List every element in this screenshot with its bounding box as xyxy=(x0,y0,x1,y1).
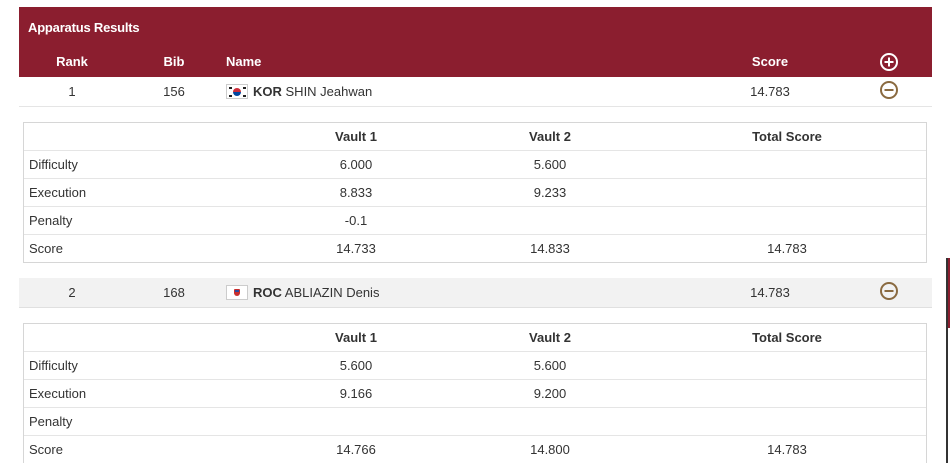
detail-header-row: Vault 1 Vault 2 Total Score xyxy=(24,324,926,352)
detail-row-penalty: Penalty xyxy=(24,408,926,436)
detail-row-difficulty: Difficulty 6.000 5.600 xyxy=(24,151,926,179)
column-headers: Rank Bib Name Score xyxy=(19,53,932,75)
detail-vault1-value: 9.166 xyxy=(339,386,373,401)
spacer xyxy=(19,263,932,278)
detail-vault2-value: 5.600 xyxy=(533,157,567,172)
athlete-row[interactable]: 1 156 KOR SHIN Jeahwan 14.783 xyxy=(19,77,932,107)
detail-row-score: Score 14.766 14.800 14.783 xyxy=(24,436,926,463)
detail-vault2-value: 9.233 xyxy=(533,185,567,200)
detail-vault2-value: 14.833 xyxy=(530,241,570,256)
column-header-name: Name xyxy=(226,54,262,69)
athlete-bib: 156 xyxy=(163,84,185,99)
detail-row-execution: Execution 9.166 9.200 xyxy=(24,380,926,408)
athlete-name: ABLIAZIN Denis xyxy=(284,285,380,300)
detail-row-label: Execution xyxy=(29,185,87,200)
minus-circle-icon[interactable] xyxy=(880,81,898,99)
roc-flag-icon xyxy=(226,285,248,300)
detail-vault1-value: 8.833 xyxy=(339,185,373,200)
minus-circle-icon[interactable] xyxy=(880,282,898,300)
detail-header-vault2: Vault 2 xyxy=(529,330,571,345)
column-header-rank: Rank xyxy=(56,54,88,69)
athlete-name-cell: KOR SHIN Jeahwan xyxy=(226,84,372,99)
detail-row-label: Execution xyxy=(29,386,87,401)
vault-detail-table: Vault 1 Vault 2 Total Score Difficulty 5… xyxy=(23,323,927,463)
athlete-bib: 168 xyxy=(163,285,185,300)
athlete-rank: 1 xyxy=(68,84,76,99)
athlete-row[interactable]: 2 168 ROC ABLIAZIN Denis 14.783 xyxy=(19,278,932,308)
detail-row-label: Difficulty xyxy=(29,358,78,373)
detail-header-vault1: Vault 1 xyxy=(335,330,377,345)
detail-row-label: Score xyxy=(29,442,63,457)
athlete-score: 14.783 xyxy=(750,84,790,99)
detail-row-score: Score 14.733 14.833 14.783 xyxy=(24,235,926,262)
collapse-button[interactable] xyxy=(877,81,901,103)
detail-row-penalty: Penalty -0.1 xyxy=(24,207,926,235)
detail-vault1-value: 14.733 xyxy=(336,241,376,256)
apparatus-results-panel: Apparatus Results Rank Bib Name Score 1 … xyxy=(19,7,932,463)
vault-detail-table: Vault 1 Vault 2 Total Score Difficulty 6… xyxy=(23,122,927,263)
detail-vault2-value: 14.800 xyxy=(530,442,570,457)
detail-total-value: 14.783 xyxy=(767,241,807,256)
column-header-score: Score xyxy=(751,54,789,69)
detail-row-label: Penalty xyxy=(29,213,73,228)
detail-vault1-value: 14.766 xyxy=(336,442,376,457)
detail-vault2-value: 9.200 xyxy=(533,386,567,401)
detail-row-execution: Execution 8.833 9.233 xyxy=(24,179,926,207)
detail-total-value: 14.783 xyxy=(767,442,807,457)
panel-title: Apparatus Results xyxy=(28,20,140,35)
athlete-score: 14.783 xyxy=(750,285,790,300)
collapse-button[interactable] xyxy=(877,282,901,304)
detail-row-label: Difficulty xyxy=(29,157,78,172)
detail-vault1-value: 6.000 xyxy=(339,157,373,172)
athlete-rank: 2 xyxy=(68,285,76,300)
page-edge-accent xyxy=(948,258,950,328)
athlete-name-cell: ROC ABLIAZIN Denis xyxy=(226,285,379,300)
detail-row-label: Penalty xyxy=(29,414,73,429)
expand-all-button[interactable] xyxy=(877,53,901,75)
results-header: Apparatus Results Rank Bib Name Score xyxy=(19,7,932,77)
detail-row-label: Score xyxy=(29,241,63,256)
detail-header-total: Total Score xyxy=(752,129,822,144)
detail-row-difficulty: Difficulty 5.600 5.600 xyxy=(24,352,926,380)
page-edge-divider xyxy=(946,258,948,463)
detail-header-vault1: Vault 1 xyxy=(335,129,377,144)
detail-header-total: Total Score xyxy=(752,330,822,345)
athlete-noc: KOR xyxy=(253,84,282,99)
detail-header-row: Vault 1 Vault 2 Total Score xyxy=(24,123,926,151)
athlete-name: SHIN Jeahwan xyxy=(285,84,373,99)
detail-vault1-value: -0.1 xyxy=(344,213,368,228)
detail-vault2-value: 5.600 xyxy=(533,358,567,373)
plus-circle-icon[interactable] xyxy=(880,53,898,71)
athlete-noc: ROC xyxy=(253,285,282,300)
detail-header-vault2: Vault 2 xyxy=(529,129,571,144)
column-header-bib: Bib xyxy=(163,54,185,69)
korea-flag-icon xyxy=(226,84,248,99)
detail-vault1-value: 5.600 xyxy=(339,358,373,373)
